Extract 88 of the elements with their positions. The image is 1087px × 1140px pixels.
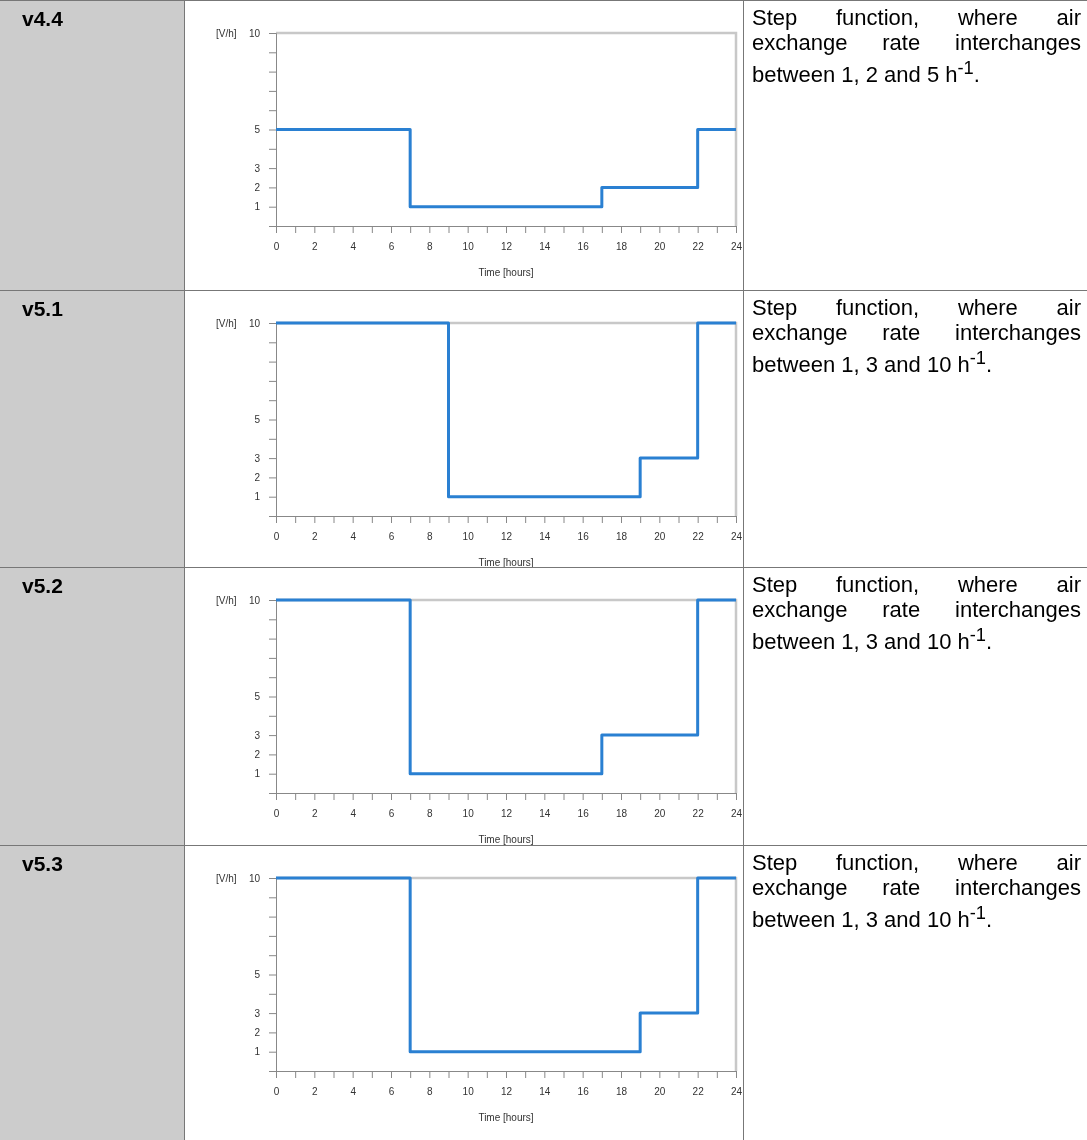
y-tick-label: 5 [254,124,261,136]
x-tick-label: 16 [577,241,590,252]
x-tick-label: 10 [462,1086,475,1097]
y-tick-label: 10 [248,872,261,884]
x-axis-title: Time [hours] [478,267,534,278]
y-tick-label: 1 [254,1046,261,1058]
y-tick-label: 2 [254,182,261,194]
x-tick-label: 22 [692,1086,705,1097]
y-tick-label: 10 [248,27,261,39]
x-tick-label: 16 [577,531,590,542]
x-tick-label: 24 [730,241,743,252]
x-tick-label: 16 [577,808,590,819]
x-tick-label: 24 [730,531,743,542]
x-tick-label: 0 [273,531,280,542]
text: v5.1 [0,291,185,567]
y-tick-label: 2 [254,472,261,484]
x-axis-title: Time [hours] [478,834,534,845]
x-tick-label: 6 [388,1086,395,1097]
x-tick-label: 6 [388,808,395,819]
x-tick-label: 24 [730,1086,743,1097]
y-axis-title: [V/h] [216,873,237,884]
x-tick-label: 14 [539,1086,551,1097]
y-tick-label: 5 [254,691,261,703]
x-tick-label: 4 [350,241,357,252]
x-tick-label: 24 [730,808,743,819]
text: Step function, where air exchange rate interchanges between 1, 2 and 5 h$^{-1}$. [743,1,1087,290]
x-axis-title: Time [hours] [478,557,534,568]
y-axis-title: [V/h] [216,595,237,606]
x-tick-label: 20 [654,531,666,542]
x-tick-label: 0 [273,808,280,819]
x-tick-label: 10 [462,531,475,542]
x-tick-label: 14 [539,531,551,542]
x-tick-label: 0 [273,241,280,252]
y-tick-label: 1 [254,491,261,503]
x-tick-label: 8 [427,531,434,542]
x-tick-label: 6 [388,241,395,252]
x-tick-label: 18 [615,241,628,252]
x-tick-label: 20 [654,241,666,252]
x-tick-label: 18 [615,808,628,819]
x-tick-label: 20 [654,1086,666,1097]
x-tick-label: 12 [500,241,513,252]
x-tick-label: 22 [692,241,705,252]
y-tick-label: 1 [254,768,261,780]
x-tick-label: 2 [312,241,319,252]
x-tick-label: 2 [312,808,319,819]
y-tick-label: 3 [254,452,261,464]
x-axis-title: Time [hours] [478,1112,534,1123]
x-tick-label: 2 [312,1086,319,1097]
x-tick-label: 2 [312,531,319,542]
x-tick-label: 18 [615,1086,628,1097]
y-tick-label: 10 [248,594,261,606]
y-axis-title: [V/h] [216,318,237,329]
x-tick-label: 14 [539,808,551,819]
x-tick-label: 12 [500,531,513,542]
y-tick-label: 2 [254,1027,261,1039]
x-tick-label: 22 [692,808,705,819]
text: v4.4 [0,1,185,290]
text: Step function, where air exchange rate interchanges between 1, 3 and 10 h$^{-1}$. [743,568,1087,845]
x-tick-label: 22 [692,531,705,542]
y-tick-label: 5 [254,414,261,426]
y-axis-title: [V/h] [216,28,237,39]
x-tick-label: 4 [350,1086,357,1097]
x-tick-label: 16 [577,1086,590,1097]
y-tick-label: 5 [254,969,261,981]
x-tick-label: 10 [462,241,475,252]
x-tick-label: 10 [462,808,475,819]
x-tick-label: 8 [427,808,434,819]
x-tick-label: 12 [500,1086,513,1097]
x-tick-label: 20 [654,808,666,819]
y-tick-label: 3 [254,1007,261,1019]
x-tick-label: 8 [427,241,434,252]
y-tick-label: 3 [254,729,261,741]
text: Step function, where air exchange rate interchanges between 1, 3 and 10 h$^{-1}$. [743,846,1087,1140]
y-tick-label: 10 [248,317,261,329]
y-tick-label: 2 [254,749,261,761]
x-tick-label: 4 [350,808,357,819]
x-tick-label: 6 [388,531,395,542]
y-tick-label: 1 [254,201,261,213]
x-tick-label: 4 [350,531,357,542]
x-tick-label: 8 [427,1086,434,1097]
y-tick-label: 3 [254,162,261,174]
x-tick-label: 0 [273,1086,280,1097]
text: v5.2 [0,568,185,845]
x-tick-label: 14 [539,241,551,252]
text: Step function, where air exchange rate interchanges between 1, 3 and 10 h$^{-1}$. [743,291,1087,567]
text: v5.3 [0,846,185,1140]
x-tick-label: 12 [500,808,513,819]
x-tick-label: 18 [615,531,628,542]
